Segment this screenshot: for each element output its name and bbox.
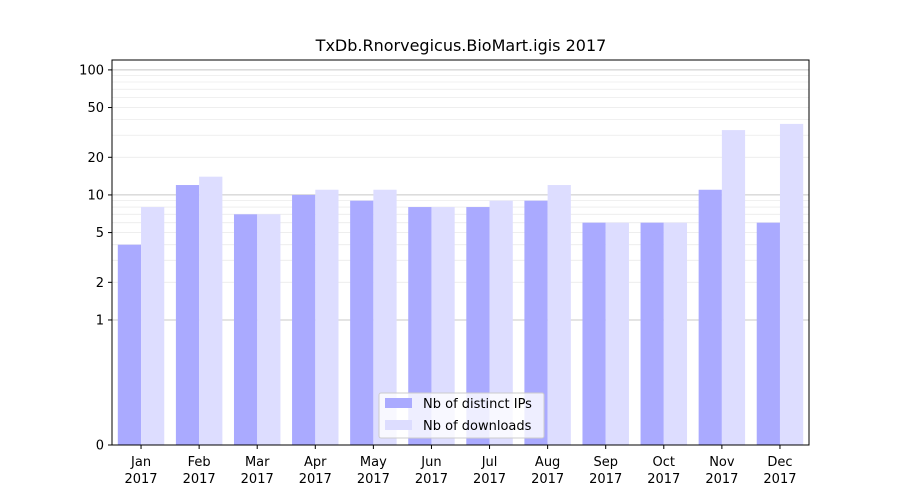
chart-title: TxDb.Rnorvegicus.BioMart.igis 2017 [315, 36, 607, 55]
y-tick-label: 1 [96, 313, 104, 328]
bar-downloads-aug [547, 185, 571, 445]
bar-downloads-jul [489, 200, 513, 445]
bar-distinct-ips-jun [408, 207, 432, 445]
x-tick-label-month: Dec [767, 455, 792, 470]
bar-downloads-apr [315, 189, 339, 445]
x-tick-label-month: May [360, 455, 387, 470]
plot-frame [111, 59, 810, 446]
x-tick-label-year: 2017 [531, 472, 564, 487]
bar-distinct-ips-mar [233, 214, 258, 445]
x-tick-label-year: 2017 [357, 472, 390, 487]
bar-downloads-feb [199, 176, 223, 445]
bar-distinct-ips-may [350, 200, 374, 445]
x-axis: Jan 2017 Feb 2017 Mar 2017 Apr 2017 May 2017 Jun 20… [124, 445, 797, 487]
x-tick-label-month: Jan [130, 455, 151, 470]
bar-distinct-ips-jul [466, 207, 490, 445]
x-tick-label-year: 2017 [763, 472, 796, 487]
x-tick-label-year: 2017 [647, 472, 680, 487]
y-tick-label: 0 [96, 439, 104, 454]
x-tick-label-month: Aug [535, 455, 560, 470]
bar-downloads-sep [605, 222, 629, 445]
y-tick-label: 2 [96, 276, 104, 291]
y-tick-label: 50 [87, 101, 104, 116]
bar-distinct-ips-feb [175, 185, 200, 445]
legend-swatch-downloads [385, 420, 412, 430]
bar-distinct-ips-nov [698, 189, 722, 445]
bar-distinct-ips-oct [640, 222, 664, 445]
legend-label-ips: Nb of distinct IPs [423, 397, 532, 412]
x-tick-label-year: 2017 [241, 472, 274, 487]
y-axis: 0 1 2 5 10 20 50 100 [79, 63, 112, 454]
x-tick-label-year: 2017 [299, 472, 332, 487]
x-tick-label-month: Feb [188, 455, 211, 470]
x-tick-label-month: Nov [709, 455, 735, 470]
bar-distinct-ips-jan [117, 244, 142, 445]
x-tick-label-month: Apr [304, 455, 327, 470]
x-tick-label-year: 2017 [589, 472, 622, 487]
legend-swatch-ips [385, 398, 412, 408]
y-tick-label: 5 [96, 226, 104, 241]
y-tick-label: 10 [87, 188, 104, 203]
bar-downloads-oct [663, 222, 688, 445]
bar-distinct-ips-apr [292, 194, 316, 445]
x-tick-label-month: Mar [245, 455, 270, 470]
bar-downloads-may [373, 189, 397, 445]
x-tick-label-month: Jul [481, 455, 498, 470]
y-tick-label: 20 [87, 151, 104, 166]
x-tick-label-month: Oct [653, 455, 675, 470]
x-tick-label-month: Sep [593, 455, 618, 470]
bar-downloads-jun [431, 207, 455, 445]
bar-downloads-jan [141, 207, 165, 445]
bars [117, 123, 804, 445]
bar-distinct-ips-dec [756, 222, 780, 445]
legend-label-downloads: Nb of downloads [423, 419, 532, 434]
grid [112, 69, 809, 321]
x-tick-label-year: 2017 [415, 472, 448, 487]
x-tick-label-year: 2017 [705, 472, 738, 487]
y-tick-label: 100 [79, 63, 104, 78]
bar-downloads-nov [721, 130, 746, 445]
bar-downloads-mar [257, 214, 281, 445]
bar-downloads-dec [779, 123, 804, 445]
legend-box [378, 392, 545, 439]
x-tick-label-year: 2017 [473, 472, 506, 487]
bar-distinct-ips-sep [582, 222, 606, 445]
x-tick-label-year: 2017 [124, 472, 157, 487]
x-tick-label-year: 2017 [183, 472, 216, 487]
legend: Nb of distinct IPs Nb of downloads [378, 392, 545, 439]
x-tick-label-month: Jun [420, 455, 441, 470]
bar-distinct-ips-aug [524, 200, 548, 445]
